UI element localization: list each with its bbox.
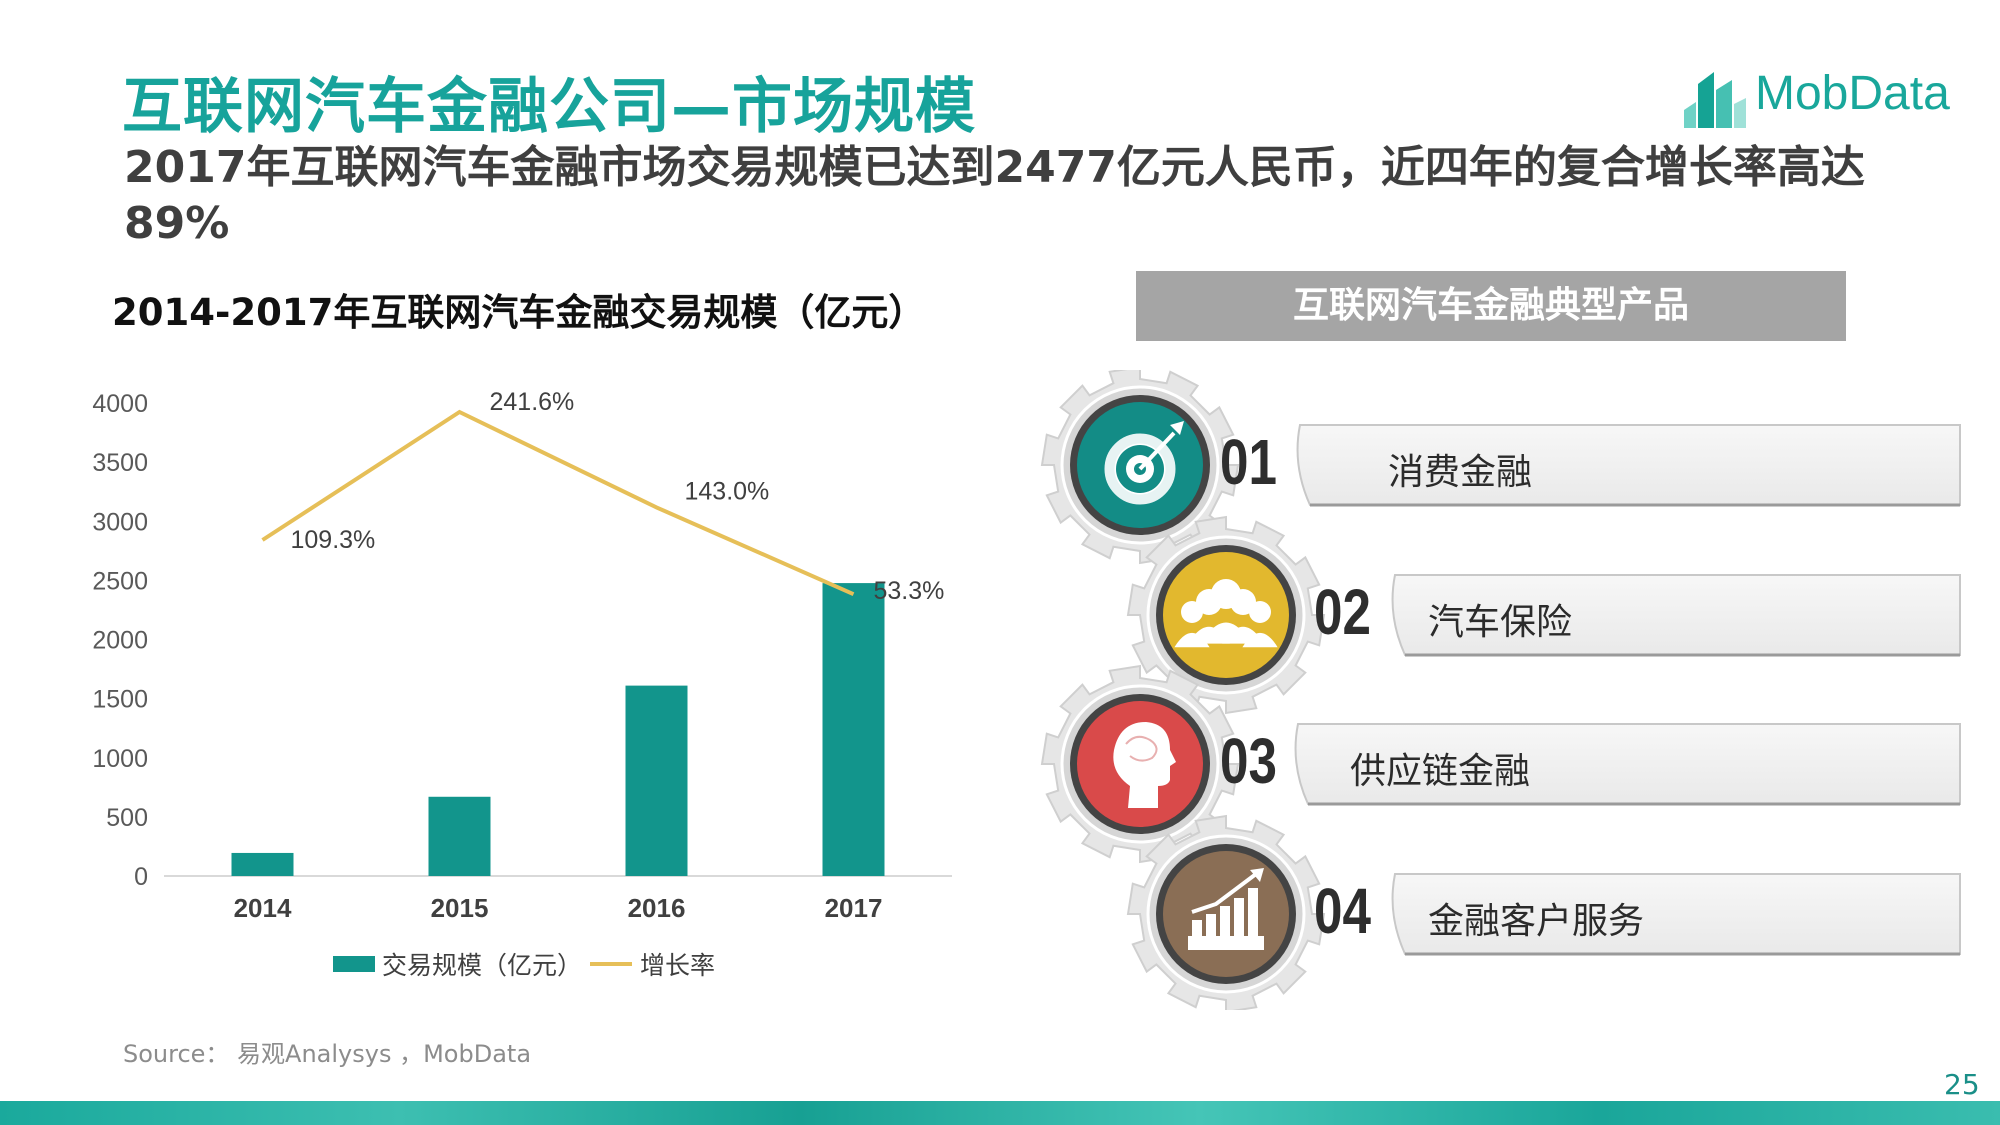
product-item-01 xyxy=(1040,370,1961,565)
people-group-icon xyxy=(1174,579,1278,648)
growth-chart-icon xyxy=(1188,868,1264,950)
source-note: Source： 易观Analysys ，MobData xyxy=(123,1040,532,1068)
chart-title: 2014-2017年互联网汽车金融交易规模（亿元） xyxy=(112,291,926,334)
products-text-layer: 01 消费金融 02 汽车保险 03 供应链金融 04 金融客户服务 xyxy=(1030,370,1990,1010)
growth-rate-label: 241.6% xyxy=(490,388,575,416)
chart-legend: 交易规模（亿元） 增长率 xyxy=(333,952,715,980)
page-title: 互联网汽车金融公司—市场规模 xyxy=(122,72,976,142)
logo-mark-icon xyxy=(1684,72,1746,128)
product-label: 消费金融 xyxy=(1388,452,1533,493)
x-tick-label: 2017 xyxy=(825,893,883,923)
mobdata-logo xyxy=(1684,72,1746,128)
legend-line-label: 增长率 xyxy=(640,952,715,980)
product-item-04 xyxy=(1126,814,1961,1010)
line-series: 109.3% 241.6% 143.0% 53.3% xyxy=(261,388,945,605)
products-header: 互联网汽车金融典型产品 xyxy=(1136,271,1846,341)
product-item-02 xyxy=(1126,515,1961,715)
products-graphic xyxy=(1040,370,1961,1010)
growth-rate-label: 143.0% xyxy=(685,477,770,505)
head-icon xyxy=(1113,722,1176,808)
legend-bar-swatch xyxy=(333,956,375,972)
bar-2017 xyxy=(822,583,885,876)
page-number: 25 xyxy=(1944,1068,1980,1101)
growth-rate-label: 53.3% xyxy=(874,577,945,605)
growth-rate-line xyxy=(261,409,855,597)
product-number: 04 xyxy=(1314,875,1371,947)
x-axis: 2014 2015 2016 2017 xyxy=(234,893,883,923)
y-tick-label: 500 xyxy=(106,804,148,832)
product-label: 金融客户服务 xyxy=(1428,901,1645,942)
product-item-03 xyxy=(1040,664,1961,864)
y-tick-label: 3500 xyxy=(92,449,148,477)
y-axis: 0 500 1000 1500 2000 2500 3000 3500 4000 xyxy=(92,390,148,891)
logo-text: MobData xyxy=(1755,67,1950,120)
bar-2015 xyxy=(428,796,491,876)
target-icon xyxy=(1104,421,1184,505)
product-number: 02 xyxy=(1314,576,1371,648)
product-number: 01 xyxy=(1220,426,1277,498)
bar-2016 xyxy=(625,685,688,876)
y-tick-label: 1000 xyxy=(92,745,148,773)
bar-2014 xyxy=(231,852,294,876)
y-tick-label: 2000 xyxy=(92,627,148,655)
y-tick-label: 4000 xyxy=(92,390,148,418)
y-tick-label: 0 xyxy=(134,863,148,891)
product-number: 03 xyxy=(1220,725,1277,797)
y-tick-label: 3000 xyxy=(92,508,148,536)
product-label: 供应链金融 xyxy=(1350,751,1531,792)
y-tick-label: 2500 xyxy=(92,567,148,595)
bottom-decor-bar xyxy=(0,1101,2000,1125)
x-tick-label: 2016 xyxy=(628,893,686,923)
market-size-chart: 0 500 1000 1500 2000 2500 3000 3500 4000 109.3% 2… xyxy=(92,388,952,980)
y-tick-label: 1500 xyxy=(92,686,148,714)
bar-series xyxy=(231,583,885,876)
x-tick-label: 2015 xyxy=(431,893,489,923)
legend-bar-label: 交易规模（亿元） xyxy=(382,952,582,980)
page-subtitle: 2017年互联网汽车金融市场交易规模已达到2477亿元人民币，近四年的复合增长率… xyxy=(124,142,1865,249)
product-label: 汽车保险 xyxy=(1428,602,1573,643)
x-tick-label: 2014 xyxy=(234,893,292,923)
growth-rate-label: 109.3% xyxy=(291,526,376,554)
